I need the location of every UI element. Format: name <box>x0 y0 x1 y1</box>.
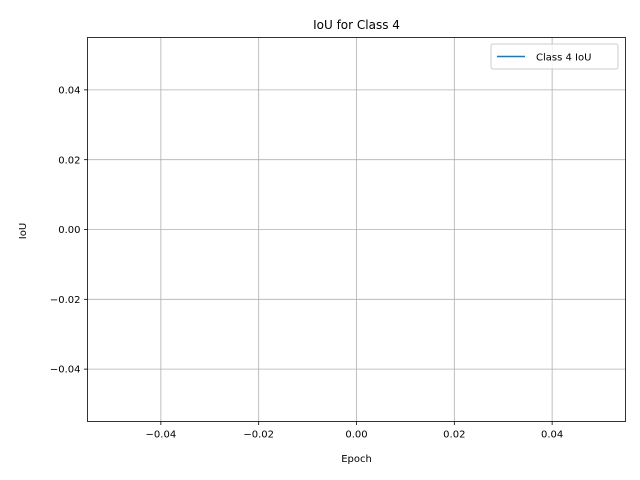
legend: Class 4 IoU <box>490 43 619 70</box>
grid-layer <box>87 37 626 422</box>
chart-title: IoU for Class 4 <box>313 18 400 32</box>
x-tick-label: −0.04 <box>146 430 177 441</box>
y-tick-label: −0.04 <box>50 365 81 376</box>
y-tick-label: 0.04 <box>58 85 80 96</box>
legend-entry-label: Class 4 IoU <box>536 53 591 64</box>
y-tick-label: −0.02 <box>50 295 81 306</box>
y-tick-label: 0.00 <box>58 225 80 236</box>
x-tick-label: 0.02 <box>443 430 465 441</box>
x-tick-label: 0.04 <box>541 430 563 441</box>
x-axis-label: Epoch <box>341 454 372 465</box>
y-tick-label: 0.02 <box>58 155 80 166</box>
y-axis-label: IoU <box>18 223 29 239</box>
legend-box <box>490 43 619 70</box>
tick-layer: −0.04 −0.02 0.00 0.02 0.04 −0.04 −0.02 0.00 0.02… <box>50 85 563 440</box>
x-tick-label: −0.02 <box>243 430 274 441</box>
x-tick-label: 0.00 <box>345 430 367 441</box>
